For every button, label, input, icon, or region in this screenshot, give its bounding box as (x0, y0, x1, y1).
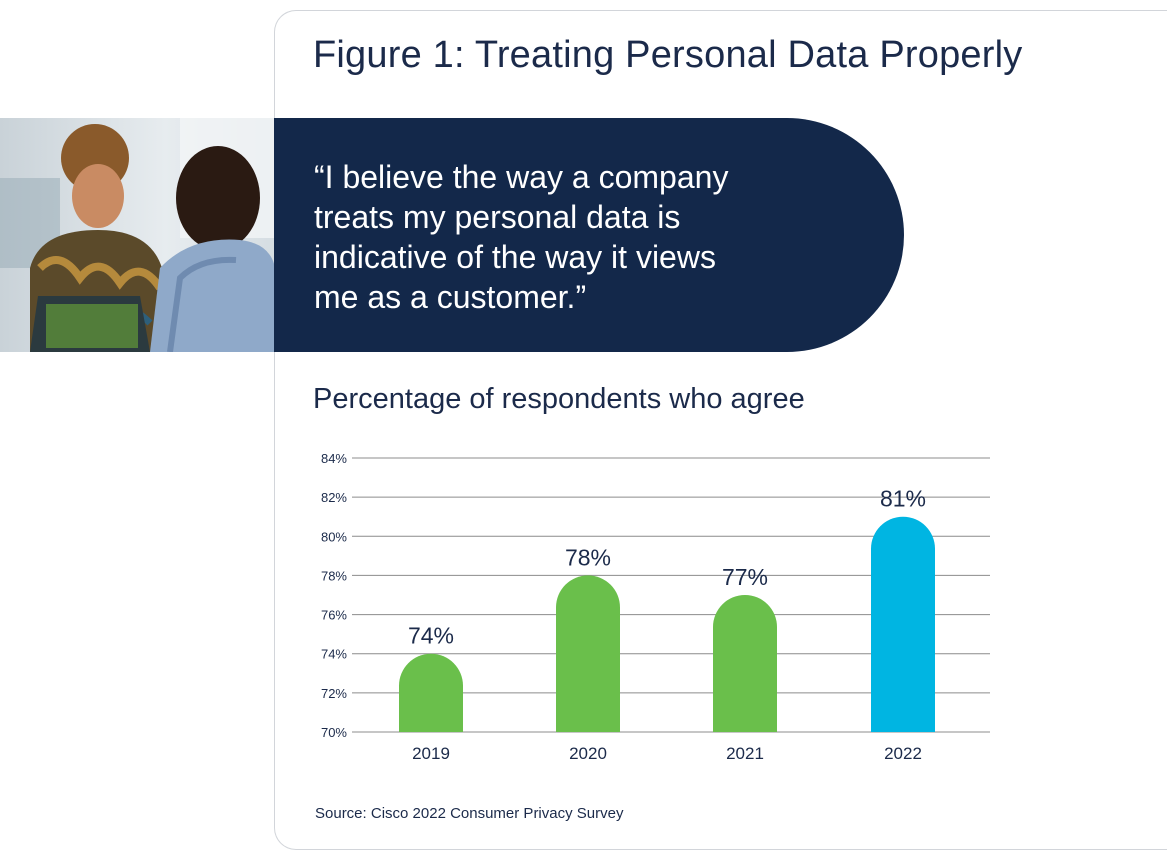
quote-line: indicative of the way it views (314, 239, 716, 275)
y-tick-label: 78% (321, 568, 347, 583)
quote-line: me as a customer.” (314, 279, 587, 315)
y-tick-label: 84% (321, 451, 347, 466)
x-tick-label: 2022 (884, 744, 922, 763)
data-label: 74% (408, 623, 454, 649)
bar-2021 (713, 595, 777, 732)
y-tick-label: 70% (321, 725, 347, 740)
quote-text: “I believe the way a company treats my p… (314, 157, 834, 317)
y-tick-label: 72% (321, 686, 347, 701)
x-tick-label: 2021 (726, 744, 764, 763)
source-note: Source: Cisco 2022 Consumer Privacy Surv… (315, 805, 624, 822)
bar-2022 (871, 516, 935, 732)
bar-2019 (399, 653, 463, 732)
x-tick-label: 2019 (412, 744, 450, 763)
people-photo (0, 118, 276, 352)
bar-2020 (556, 575, 620, 732)
quote-line: “I believe the way a company (314, 159, 729, 195)
quote-line: treats my personal data is (314, 199, 681, 235)
y-tick-label: 76% (321, 608, 347, 623)
quote-banner (274, 118, 904, 352)
y-tick-label: 74% (321, 647, 347, 662)
data-label: 77% (722, 564, 768, 590)
figure-title: Figure 1: Treating Personal Data Properl… (313, 34, 1023, 76)
y-tick-label: 80% (321, 529, 347, 544)
data-label: 78% (565, 544, 611, 570)
data-label: 81% (880, 486, 926, 512)
bar-layer (399, 516, 935, 732)
bar-chart: 70% 72% 74% 76% 78% 80% 82% 84% 74% 2019 78% 2020 77… (321, 451, 990, 763)
label-layer: 70% 72% 74% 76% 78% 80% 82% 84% 74% 2019 78% 2020 77… (321, 451, 926, 763)
x-tick-label: 2020 (569, 744, 607, 763)
chart-subtitle: Percentage of respondents who agree (313, 383, 805, 415)
y-tick-label: 82% (321, 490, 347, 505)
photo-illustration (0, 118, 276, 352)
